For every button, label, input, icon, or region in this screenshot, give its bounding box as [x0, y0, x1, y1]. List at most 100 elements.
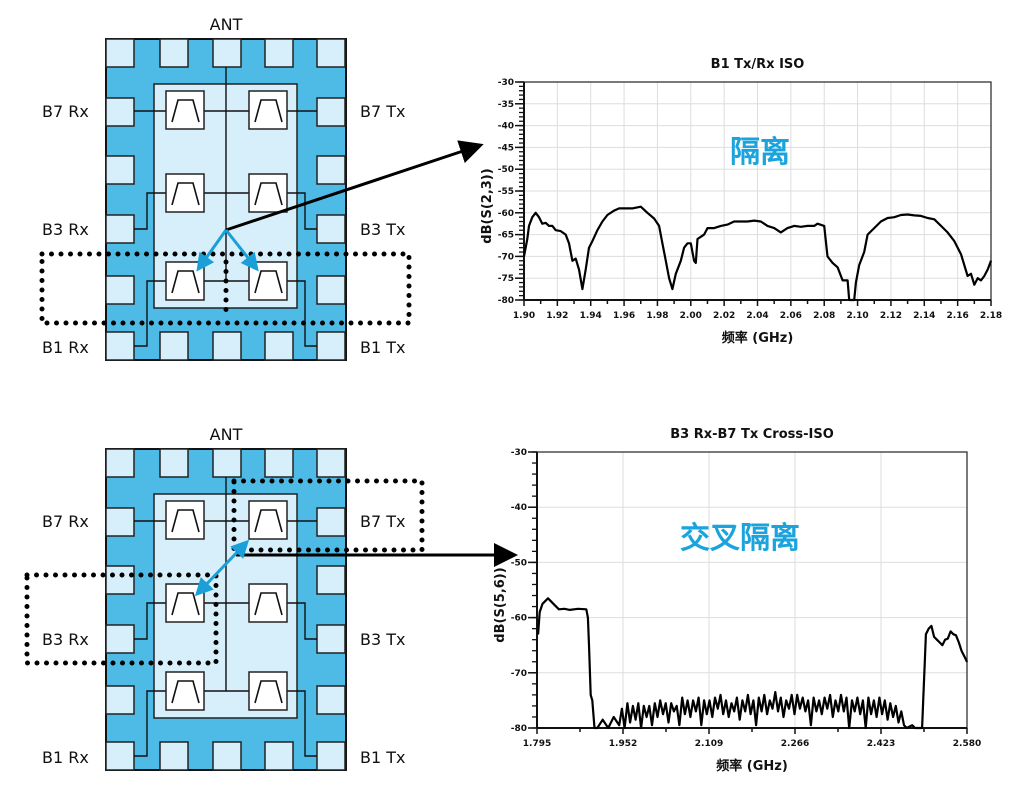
data-point — [884, 699, 886, 702]
x-tick-label: 2.00 — [680, 311, 702, 321]
b7-tx-label: B7 Tx — [360, 102, 405, 121]
data-point — [930, 625, 932, 627]
data-point — [804, 710, 807, 713]
pad-left — [105, 624, 135, 654]
data-point — [826, 708, 828, 710]
data-point — [862, 699, 864, 702]
y-tick-label: -30 — [498, 78, 514, 88]
x-axis-label: 频率 (GHz) — [722, 330, 794, 346]
data-point — [810, 724, 812, 726]
data-point — [640, 206, 642, 208]
data-point — [793, 225, 795, 227]
b3-tx-label: B3 Tx — [360, 630, 405, 649]
data-point — [933, 218, 935, 220]
data-point — [876, 716, 878, 718]
data-point — [733, 710, 735, 713]
pad-left — [105, 214, 135, 244]
data-point — [866, 234, 869, 236]
data-point — [826, 255, 829, 257]
filter-block-b7-tx — [248, 500, 288, 540]
data-point — [728, 716, 730, 718]
data-point — [907, 213, 909, 216]
data-point — [878, 697, 880, 699]
pad-bottom — [264, 331, 294, 361]
data-point — [947, 231, 949, 234]
x-tick-label: 2.12 — [880, 311, 902, 321]
pad-bottom — [316, 741, 346, 771]
data-point — [970, 273, 972, 275]
bandpass-filter-icon — [171, 182, 200, 206]
data-point — [920, 215, 922, 217]
b1-tx-label: B1 Tx — [360, 748, 405, 767]
y-tick-label: -60 — [498, 209, 514, 219]
bandpass-filter-icon — [254, 592, 283, 616]
data-point — [703, 699, 705, 702]
data-point — [713, 227, 715, 229]
y-tick-label: -65 — [498, 231, 514, 241]
x-tick-label: 2.266 — [781, 739, 809, 749]
pad-top — [316, 448, 346, 478]
data-point — [726, 223, 729, 226]
x-tick-label: 1.90 — [513, 311, 535, 321]
data-point — [711, 716, 713, 718]
pad-right — [316, 565, 346, 595]
data-point — [697, 697, 700, 699]
pad-left — [105, 155, 135, 185]
y-tick-label: -55 — [498, 187, 514, 197]
b3-connection — [134, 602, 317, 640]
data-point — [780, 697, 782, 699]
y-tick-label: -50 — [498, 165, 514, 175]
data-point — [621, 708, 623, 710]
data-point — [684, 713, 686, 715]
filter-block-b7-rx — [165, 500, 205, 540]
data-point — [870, 713, 872, 715]
y-tick-label: -80 — [498, 296, 514, 306]
data-point — [631, 207, 634, 210]
data-point — [687, 699, 689, 702]
data-point — [659, 699, 661, 702]
data-point — [980, 279, 982, 281]
data-point — [983, 275, 985, 277]
data-point — [538, 216, 540, 218]
pad-left — [105, 565, 135, 595]
data-point — [973, 284, 975, 286]
filter-block-b1-tx — [248, 671, 288, 711]
chart-title: B1 Tx/Rx ISO — [711, 57, 805, 72]
data-point — [841, 279, 844, 281]
data-point — [591, 240, 593, 242]
x-tick-label: 2.06 — [780, 311, 802, 321]
pad-right — [316, 275, 346, 305]
pad-bottom — [159, 331, 189, 361]
pad-left — [105, 685, 135, 715]
data-point — [673, 710, 675, 713]
x-tick-label: 2.109 — [695, 739, 723, 749]
data-point — [541, 603, 544, 605]
data-point — [771, 708, 774, 710]
data-point — [823, 697, 826, 699]
data-point — [823, 225, 825, 227]
x-tick-label: 1.795 — [523, 739, 551, 749]
y-tick-label: -40 — [498, 122, 514, 132]
pad-left — [105, 507, 135, 537]
data-point — [949, 630, 952, 633]
pad-bottom — [316, 331, 346, 361]
highlight-box-b7-tx — [231, 478, 425, 553]
y-tick-label: -70 — [498, 252, 514, 262]
data-point — [944, 639, 946, 641]
data-point — [613, 716, 615, 718]
data-point — [856, 697, 859, 699]
data-point — [829, 694, 831, 696]
pad-bottom — [212, 741, 242, 771]
data-point — [818, 699, 820, 702]
data-point — [947, 637, 949, 640]
isolation-trace — [522, 205, 993, 302]
data-point — [653, 217, 655, 220]
data-point — [568, 242, 570, 244]
data-point — [708, 699, 711, 702]
y-tick-label: -70 — [511, 669, 527, 679]
data-point — [936, 639, 938, 641]
data-point — [637, 702, 639, 704]
data-point — [739, 719, 741, 721]
pad-top — [212, 38, 242, 68]
